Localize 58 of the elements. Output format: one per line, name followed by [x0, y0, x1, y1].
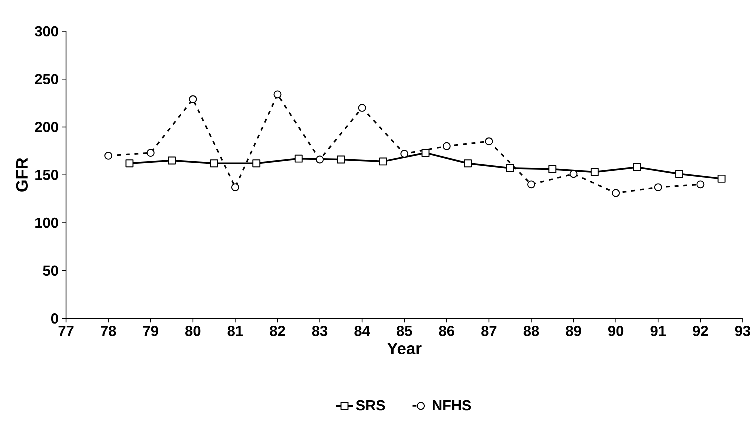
x-tick-label: 90	[608, 326, 624, 336]
x-tick-label: 80	[186, 326, 201, 336]
point	[718, 174, 726, 183]
x-tick-label: 91	[650, 326, 666, 336]
x-tick-label: 83	[312, 326, 328, 336]
point	[126, 160, 134, 168]
point	[252, 160, 261, 168]
legend-label: NFHS	[433, 400, 472, 411]
point	[570, 170, 578, 178]
point	[294, 154, 303, 163]
legend-label: SRS	[356, 400, 386, 411]
point	[104, 152, 113, 160]
x-tick-label: 85	[396, 326, 412, 336]
x-tick-label: 88	[524, 326, 540, 336]
y-tick-label: 150	[36, 170, 58, 180]
point	[464, 160, 472, 168]
point	[676, 170, 684, 178]
point	[506, 164, 514, 172]
y-tick-label: 250	[35, 74, 58, 85]
x-axis-title: Year	[387, 343, 422, 355]
point	[612, 189, 620, 198]
x-tick-label: 84	[354, 326, 370, 336]
y-tick-label: 300	[35, 26, 58, 37]
point	[210, 160, 218, 168]
point	[146, 149, 155, 158]
point	[189, 96, 198, 104]
point	[633, 163, 642, 172]
point	[696, 180, 705, 189]
y-tick-label: 100	[36, 218, 58, 228]
x-tick-label: 77	[58, 326, 74, 336]
point	[528, 180, 536, 189]
point	[379, 158, 388, 166]
point	[231, 184, 240, 192]
point	[442, 142, 451, 150]
x-tick-label: 86	[439, 326, 454, 336]
point	[654, 184, 662, 192]
x-tick-label: 93	[735, 326, 751, 336]
x-tick-label: 79	[143, 326, 158, 336]
point	[485, 138, 494, 146]
x-tick-label: 81	[228, 326, 244, 336]
y-tick-label: 0	[51, 314, 58, 324]
point	[400, 150, 409, 158]
y-axis-title: GFR	[16, 158, 28, 192]
point	[337, 156, 346, 164]
point	[274, 90, 282, 99]
y-tick-label: 50	[43, 266, 58, 276]
point	[316, 156, 324, 164]
point	[168, 156, 176, 165]
point	[548, 165, 557, 174]
y-tick-label: 200	[35, 122, 58, 132]
point	[422, 149, 430, 158]
x-tick-label: 92	[693, 326, 708, 336]
x-tick-label: 78	[101, 326, 116, 336]
x-tick-label: 87	[482, 326, 497, 336]
point	[590, 168, 599, 176]
x-tick-label: 89	[566, 326, 582, 336]
x-tick-label: 82	[270, 326, 286, 336]
point	[358, 104, 366, 112]
